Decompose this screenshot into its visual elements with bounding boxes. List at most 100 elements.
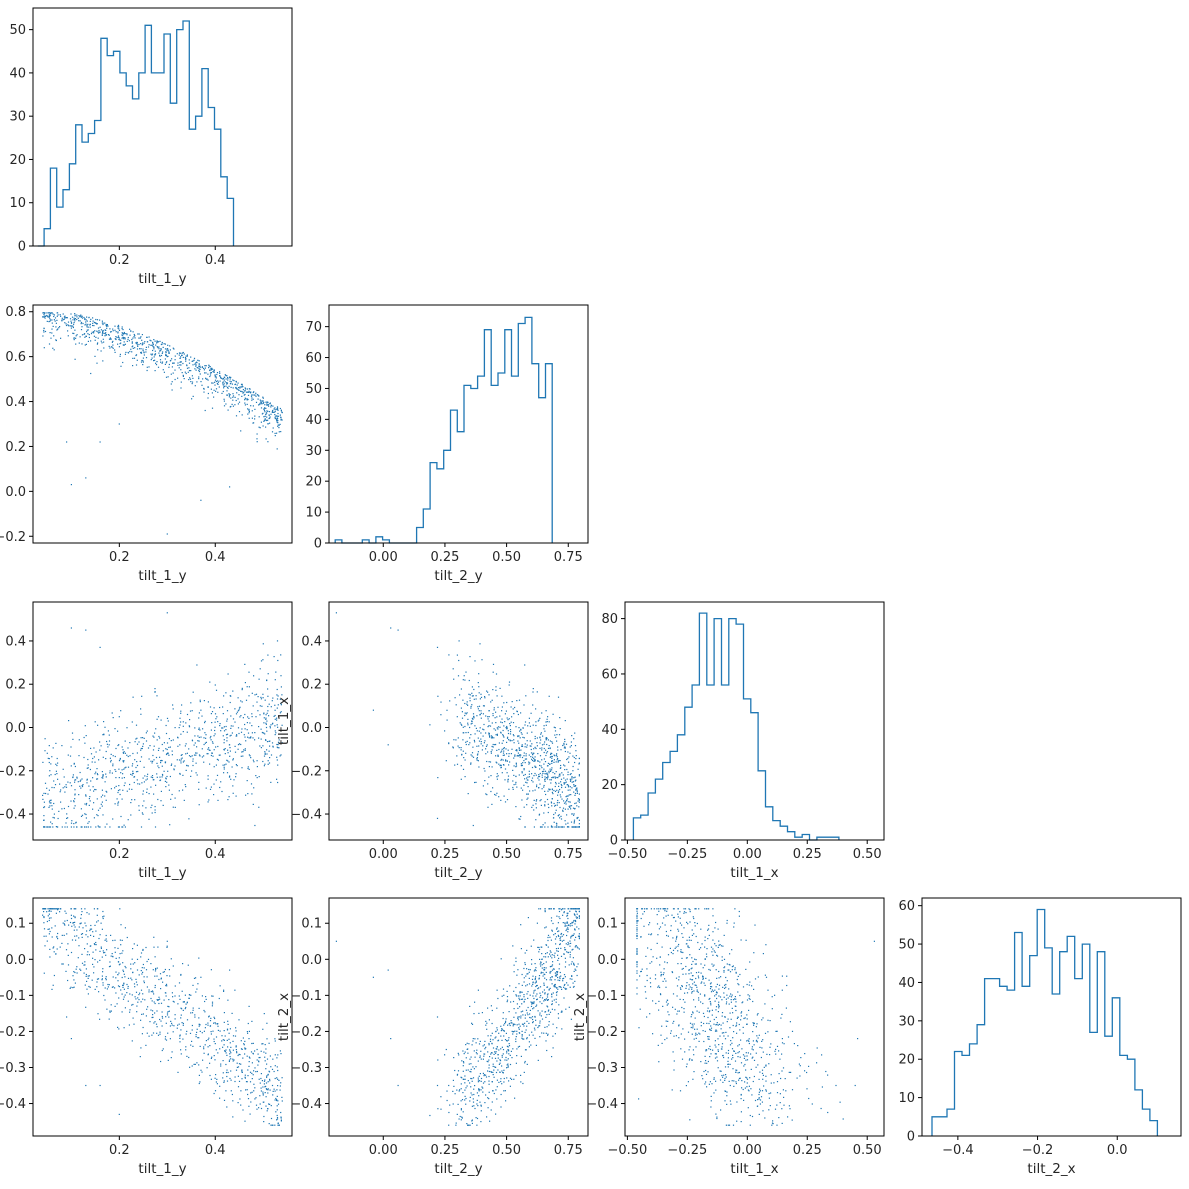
scatter-point: [58, 908, 60, 910]
scatter-point: [204, 722, 206, 724]
scatter-point: [208, 1016, 210, 1018]
scatter-point: [179, 717, 181, 719]
scatter-point: [42, 761, 44, 763]
scatter-point: [43, 312, 46, 314]
scatter-point: [488, 1083, 490, 1085]
scatter-point: [186, 367, 189, 369]
scatter-point: [106, 791, 108, 793]
scatter-point: [223, 766, 225, 768]
scatter-point: [272, 411, 274, 413]
scatter-point: [497, 728, 499, 730]
scatter-point: [214, 1043, 216, 1045]
scatter-point: [263, 713, 265, 715]
scatter-point: [139, 992, 141, 994]
y-tick-label: 0.4: [5, 395, 26, 410]
scatter-point: [551, 954, 553, 956]
scatter-point: [185, 357, 187, 359]
scatter-point: [254, 739, 256, 741]
scatter-point: [499, 1060, 502, 1062]
scatter-point: [492, 746, 494, 748]
scatter-point: [155, 362, 157, 364]
scatter-point: [143, 982, 145, 984]
scatter-point: [472, 756, 475, 758]
scatter-point: [541, 958, 543, 960]
scatter-point: [565, 929, 567, 932]
scatter-point: [571, 961, 573, 963]
scatter-point: [86, 943, 88, 945]
scatter-point: [476, 1124, 478, 1126]
scatter-point: [165, 983, 168, 985]
scatter-point: [177, 364, 179, 366]
scatter-point: [203, 367, 205, 369]
scatter-point: [166, 945, 168, 947]
x-tick-label: 0.4: [205, 253, 226, 268]
scatter-point: [107, 730, 109, 732]
scatter-point: [265, 438, 267, 440]
scatter-point: [156, 1026, 158, 1028]
scatter-point: [465, 1057, 467, 1059]
scatter-point: [499, 1059, 501, 1061]
scatter-point: [122, 338, 125, 340]
scatter-point: [524, 1049, 527, 1051]
scatter-point: [262, 425, 264, 427]
scatter-point: [501, 742, 503, 744]
scatter-point: [462, 739, 464, 741]
scatter-point: [280, 686, 282, 688]
scatter-point: [102, 774, 104, 776]
scatter-point: [121, 777, 123, 779]
scatter-point: [274, 417, 276, 420]
scatter-point: [244, 728, 246, 730]
scatter-point: [162, 346, 164, 348]
scatter-point: [154, 370, 156, 372]
scatter-point: [124, 976, 126, 978]
scatter-point: [280, 431, 282, 433]
scatter-point: [273, 1088, 275, 1090]
scatter-point: [115, 785, 117, 787]
scatter-point: [85, 629, 87, 631]
scatter-point: [226, 383, 228, 385]
scatter-point: [226, 710, 229, 712]
scatter-point: [560, 955, 563, 957]
scatter-point: [492, 671, 494, 673]
scatter-point: [143, 352, 145, 354]
scatter-point: [472, 746, 474, 748]
scatter-point: [84, 948, 86, 950]
scatter-point: [51, 319, 53, 321]
scatter-point: [59, 911, 61, 913]
scatter-point: [277, 1124, 279, 1126]
scatter-point: [198, 376, 200, 378]
scatter-point: [258, 776, 260, 778]
scatter-point: [235, 795, 237, 797]
scatter-point: [114, 755, 116, 758]
scatter-point: [467, 731, 469, 734]
scatter-point: [172, 704, 174, 706]
scatter-point: [537, 720, 539, 722]
scatter-point: [260, 747, 262, 749]
scatter-point: [165, 992, 167, 994]
scatter-point: [541, 744, 544, 746]
scatter-point: [227, 799, 229, 801]
scatter-point: [510, 1022, 512, 1024]
scatter-point: [43, 806, 45, 809]
scatter-point: [565, 943, 567, 945]
scatter-point: [213, 1038, 215, 1040]
scatter-point: [156, 1032, 158, 1034]
scatter-point: [146, 960, 148, 963]
scatter-point: [230, 725, 232, 727]
scatter-point: [514, 754, 516, 756]
scatter-point: [87, 826, 89, 828]
scatter-point: [229, 1056, 231, 1058]
scatter-point: [227, 999, 229, 1001]
scatter-point: [73, 763, 75, 765]
scatter-point: [145, 779, 147, 781]
scatter-point: [273, 656, 275, 658]
scatter-point: [456, 1074, 458, 1076]
scatter-point: [65, 786, 68, 788]
scatter-point: [488, 1075, 490, 1078]
scatter-point: [535, 800, 537, 802]
scatter-point: [216, 372, 219, 374]
scatter-point: [68, 325, 70, 327]
scatter-point: [214, 384, 216, 386]
scatter-point: [532, 781, 534, 783]
x-tick-label: 0.50: [492, 847, 521, 862]
